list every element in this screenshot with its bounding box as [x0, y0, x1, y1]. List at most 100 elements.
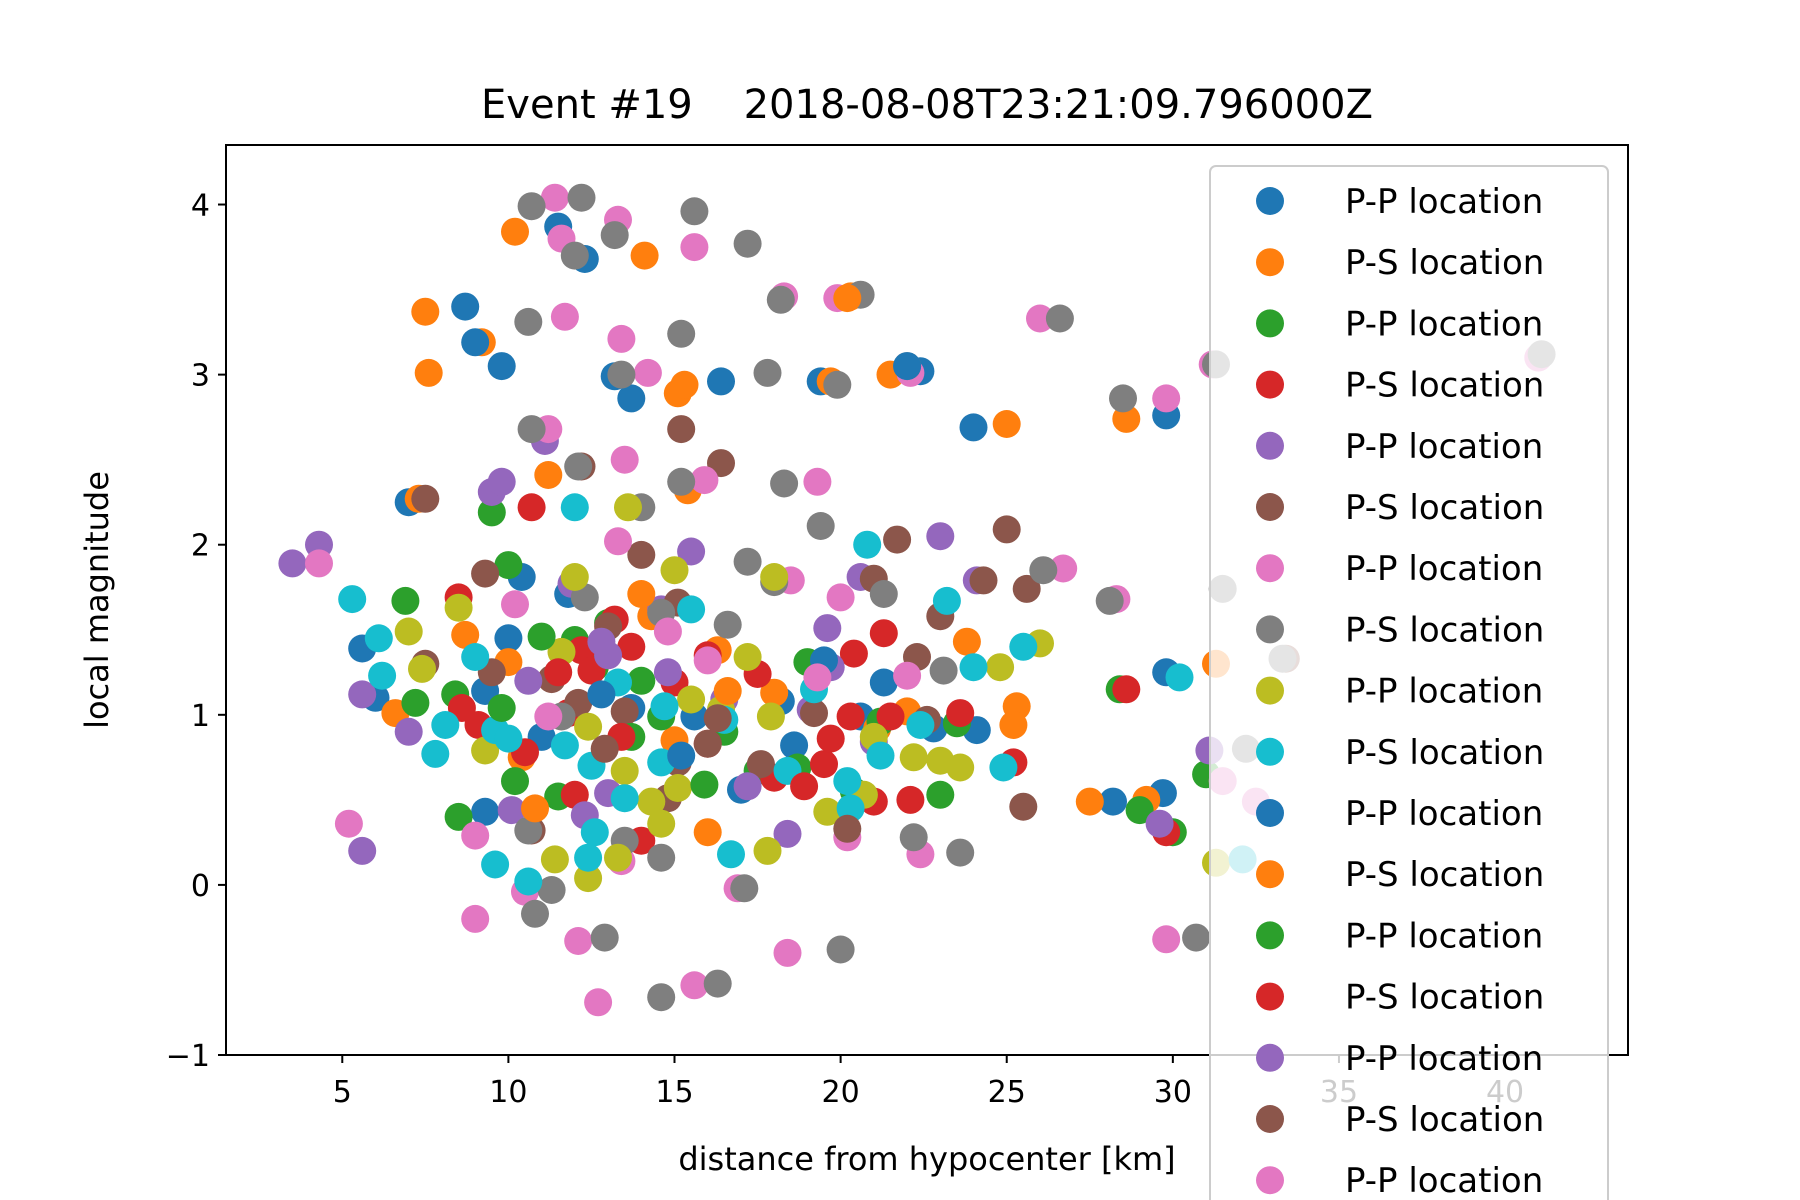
legend-label: P-S location [1345, 488, 1544, 528]
data-point [494, 551, 523, 580]
series-15 [590, 704, 862, 843]
data-point [893, 661, 922, 690]
legend-label: P-S location [1345, 243, 1544, 283]
data-point [770, 469, 799, 498]
data-point [969, 566, 998, 595]
data-point [1165, 663, 1194, 692]
data-point [853, 530, 882, 559]
data-point [1182, 923, 1211, 952]
data-point [1109, 384, 1137, 413]
data-point [733, 643, 762, 671]
x-axis-label: distance from hypocenter [km] [678, 1140, 1175, 1178]
legend-marker [1256, 554, 1284, 583]
data-point [587, 680, 616, 709]
data-point [677, 685, 706, 714]
data-point [756, 702, 785, 731]
data-point [394, 717, 423, 746]
legend-label: P-P location [1345, 427, 1543, 467]
legend-label: P-S location [1345, 610, 1544, 650]
data-point [560, 563, 589, 591]
legend-item: P-P location [1256, 672, 1543, 712]
data-point [334, 809, 363, 838]
data-point [959, 413, 988, 442]
data-point [869, 668, 898, 697]
legend-marker [1256, 493, 1284, 521]
y-axis-label: local magnitude [78, 471, 116, 729]
data-point [461, 643, 490, 671]
legend-item: P-S location [1256, 733, 1544, 773]
data-point [633, 358, 662, 387]
data-point [833, 767, 862, 796]
data-point [876, 702, 905, 731]
legend-label: P-P location [1345, 549, 1543, 589]
data-point [803, 467, 832, 496]
legend-marker [1256, 1043, 1284, 1072]
data-point [610, 784, 639, 813]
legend-label: P-S location [1345, 366, 1544, 406]
y-tick-label: 3 [191, 359, 210, 394]
data-point [1145, 809, 1174, 838]
data-point [567, 183, 596, 212]
data-point [773, 819, 802, 848]
data-point [451, 292, 480, 321]
data-point [866, 741, 895, 770]
data-point [574, 864, 603, 893]
data-point [952, 627, 981, 656]
data-point [394, 617, 423, 646]
data-point [477, 498, 506, 527]
legend-item: P-P location [1256, 1161, 1543, 1200]
data-point [630, 241, 659, 270]
data-point [614, 493, 642, 522]
legend-marker [1256, 187, 1284, 215]
data-point [534, 702, 563, 731]
data-point [690, 770, 719, 799]
data-point [946, 753, 975, 782]
data-point [733, 229, 762, 258]
y-tick-label: −1 [166, 1039, 210, 1074]
data-point [816, 724, 845, 753]
data-point [627, 666, 656, 695]
data-point [580, 818, 609, 847]
y-tick-label: 1 [191, 699, 210, 734]
data-point [514, 666, 543, 695]
data-point [494, 724, 523, 753]
data-point [746, 750, 775, 779]
legend-label: P-P location [1345, 794, 1543, 834]
data-point [760, 563, 789, 591]
series-16 [534, 617, 832, 731]
data-point [806, 512, 835, 540]
data-point [600, 221, 629, 250]
data-point [926, 780, 955, 809]
data-point [773, 938, 802, 967]
data-point [540, 845, 569, 874]
data-point [521, 794, 549, 823]
data-point [713, 610, 742, 639]
data-point [680, 971, 709, 1000]
data-point [833, 814, 862, 843]
legend-marker [1256, 370, 1284, 399]
data-point [836, 702, 865, 731]
data-point [471, 559, 500, 588]
data-point [680, 197, 709, 226]
data-point [677, 595, 706, 624]
data-point [278, 549, 307, 578]
data-point [803, 663, 832, 692]
data-point [717, 840, 745, 869]
data-point [730, 874, 759, 903]
data-point [590, 734, 619, 763]
data-point [444, 802, 473, 831]
data-point [883, 525, 912, 554]
x-tick-label: 10 [489, 1075, 527, 1110]
data-point [647, 983, 676, 1012]
legend-marker [1256, 860, 1284, 889]
data-point [839, 639, 868, 668]
data-point [1029, 556, 1058, 585]
data-point [431, 711, 460, 739]
data-point [667, 741, 696, 770]
data-point [932, 586, 961, 615]
data-point [564, 927, 593, 955]
data-point [617, 384, 646, 413]
data-point [959, 653, 988, 682]
legend-box [1209, 165, 1609, 1200]
